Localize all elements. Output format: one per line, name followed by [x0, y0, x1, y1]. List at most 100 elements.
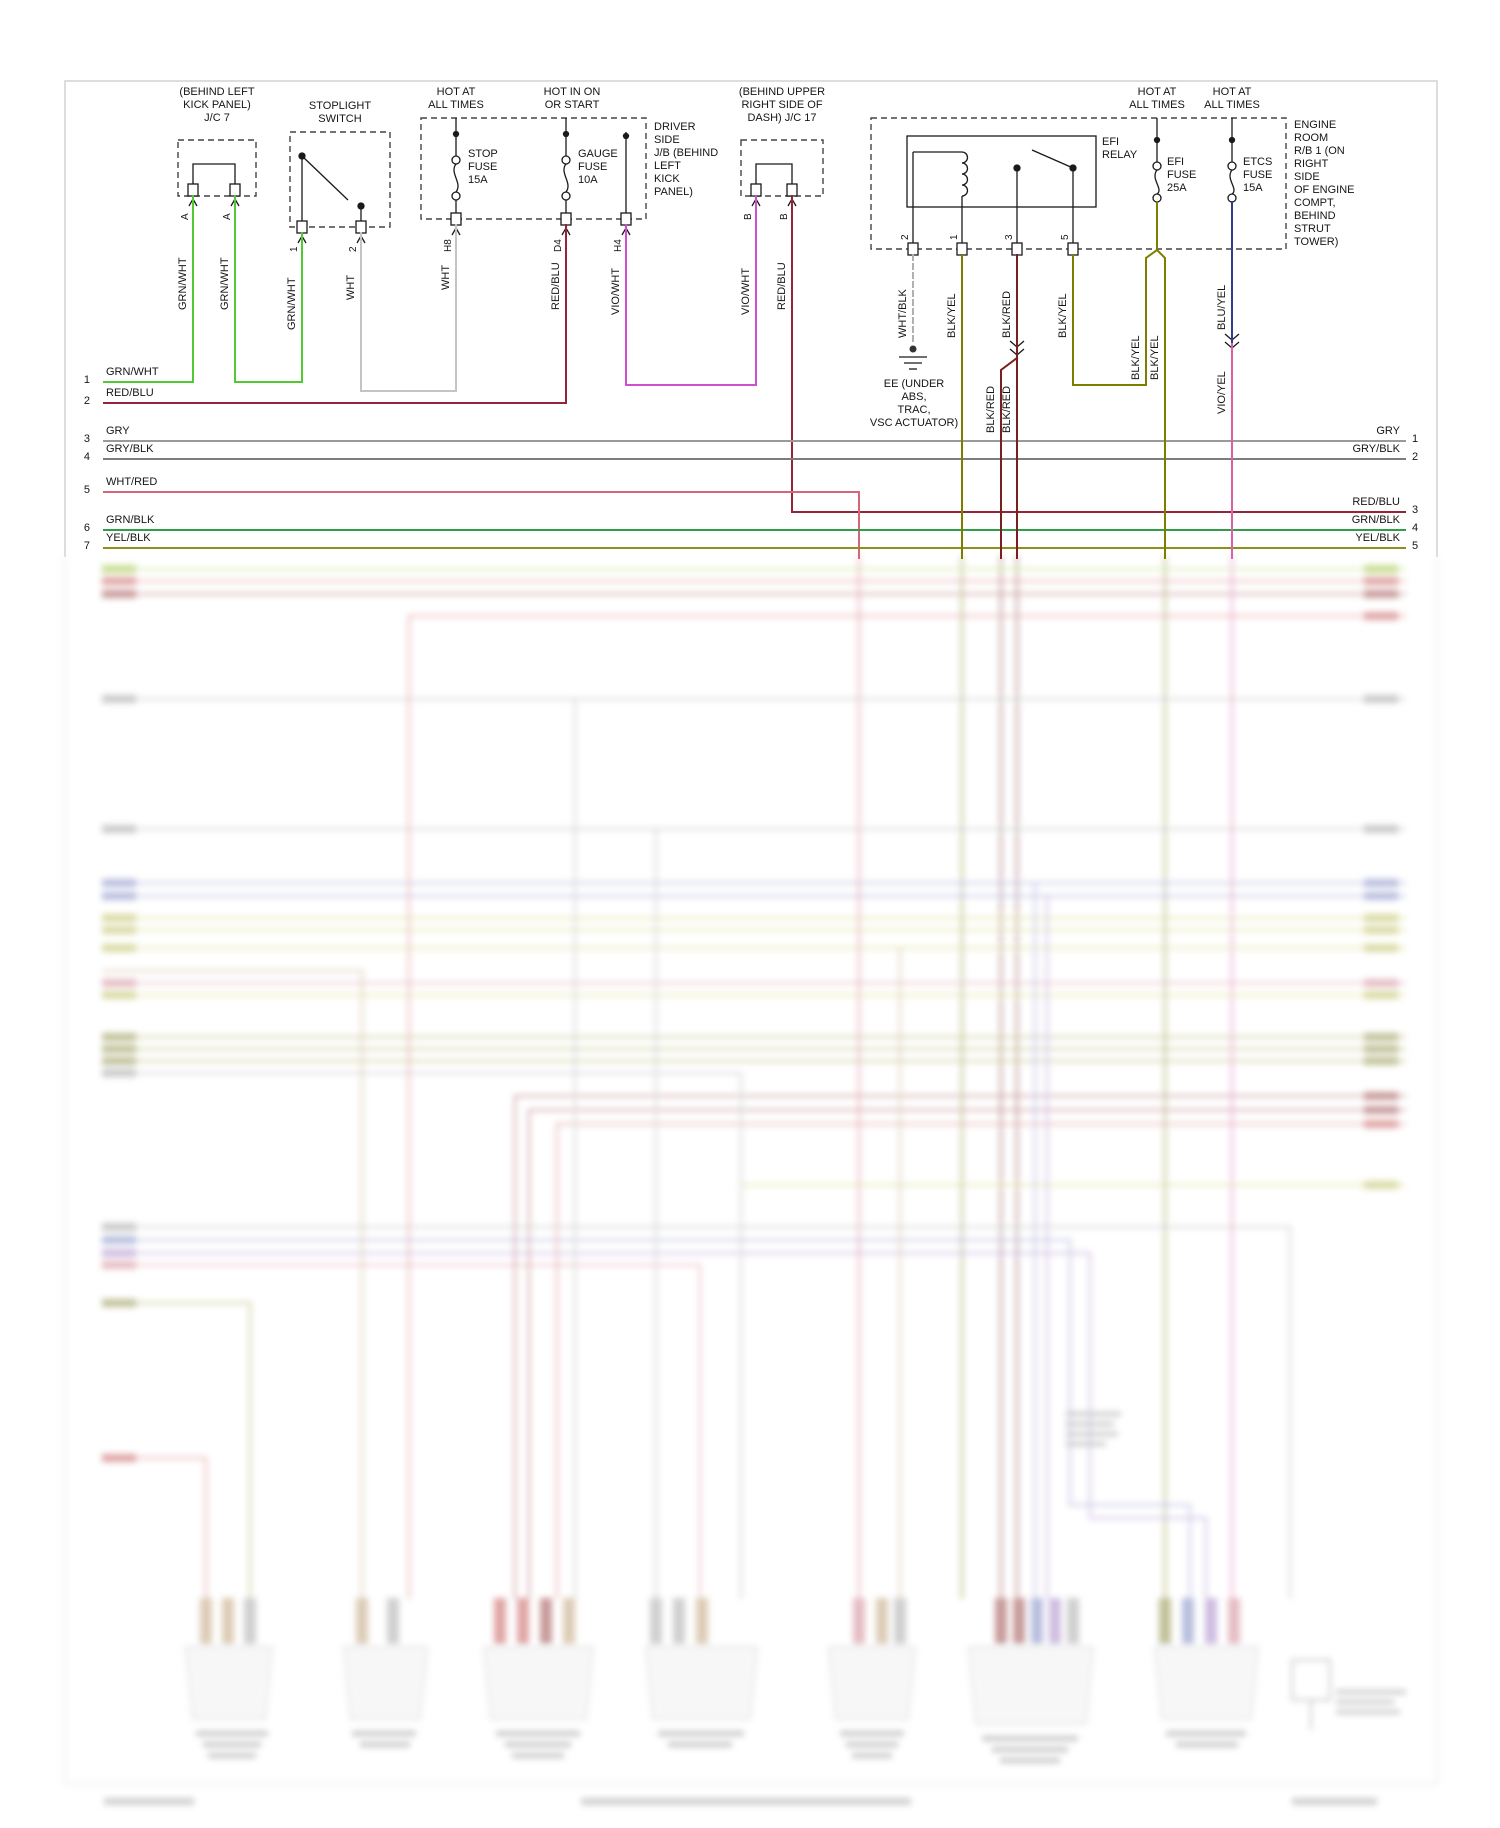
wire-whtred — [103, 491, 860, 559]
efi-relay-symbol — [907, 149, 1079, 256]
connector-4 — [645, 1598, 758, 1747]
stoplight-switch-box — [289, 131, 391, 228]
pin-switch-1: 1 — [289, 246, 300, 252]
etcs-fuse-symbol — [1227, 118, 1237, 203]
wire-num-left-3: 3 — [83, 433, 90, 445]
pin-jc17-b2: B — [779, 213, 790, 220]
connector-1 — [185, 1598, 273, 1758]
stoplight-switch-symbol — [296, 152, 367, 244]
wire-label-viowht-a: VIO/WHT — [610, 267, 622, 315]
connector-2 — [343, 1598, 428, 1747]
wire-label-redblu-a: RED/BLU — [550, 262, 562, 310]
wire-num-left-5: 5 — [83, 484, 90, 496]
jc17-connector — [750, 163, 798, 207]
connector-6 — [968, 1598, 1094, 1763]
connector-7 — [1154, 1598, 1259, 1747]
label-hot-at-all-times-3: HOT AT ALL TIMES — [1204, 86, 1260, 111]
wire-num-left-4: 4 — [83, 451, 90, 463]
wire-num-right-2: 2 — [1412, 451, 1419, 463]
pin-relay-5: 5 — [1060, 234, 1071, 240]
label-engine-room-rb: ENGINE ROOM R/B 1 (ON RIGHT SIDE OF ENGI… — [1294, 119, 1355, 248]
wire-label-wht-a: WHT — [345, 274, 357, 300]
wire-grnwht-2 — [234, 195, 303, 383]
wire-label-blkred-c: BLK/RED — [1001, 385, 1013, 433]
pin-jc17-b1: B — [743, 213, 754, 220]
page-border-top — [64, 80, 1438, 557]
label-driver-jb: DRIVER SIDE J/B (BEHIND LEFT KICK PANEL) — [654, 121, 719, 198]
wire-label-bluyel: BLU/YEL — [1216, 284, 1228, 330]
wire-label-left-5: WHT/RED — [106, 476, 158, 488]
wire-grnwht-1 — [103, 195, 194, 383]
wire-blkyel-efifuse — [1072, 201, 1158, 386]
connector-8 — [1291, 1659, 1406, 1730]
pin-h4: H4 — [613, 239, 624, 252]
jc7-box — [177, 139, 257, 197]
label-hot-in-on-or-start: HOT IN ON OR START — [543, 86, 601, 111]
wire-label-right-3: RED/BLU — [1352, 496, 1400, 508]
wire-redblu-right — [791, 195, 1406, 513]
wire-num-left-7: 7 — [83, 540, 90, 552]
wire-label-whtblk: WHT/BLK — [897, 289, 909, 338]
wire-label-blkyel-a: BLK/YEL — [946, 293, 958, 338]
wire-num-left-1: 1 — [83, 374, 90, 386]
wire-label-blkred-a: BLK/RED — [1001, 290, 1013, 338]
wire-label-grnwht-b: GRN/WHT — [219, 257, 231, 310]
wire-num-right-3: 3 — [1412, 504, 1419, 516]
label-jc7: (BEHIND LEFT KICK PANEL) J/C 7 — [179, 86, 255, 124]
engine-rb-box — [870, 117, 1287, 250]
label-hot-at-all-times-2: HOT AT ALL TIMES — [1129, 86, 1185, 111]
pin-relay-3: 3 — [1004, 234, 1015, 240]
wire-label-blkyel-d: BLK/YEL — [1149, 335, 1161, 380]
wire-viowht — [625, 195, 757, 386]
efi-fuse-symbol — [1152, 118, 1162, 203]
wire-num-right-5: 5 — [1412, 540, 1419, 552]
wire-num-left-6: 6 — [83, 522, 90, 534]
pin-relay-1: 1 — [949, 234, 960, 240]
pin-switch-2: 2 — [348, 246, 359, 252]
label-stoplight-switch: STOPLIGHT SWITCH — [308, 100, 372, 125]
blurred-note — [1066, 1412, 1121, 1446]
label-jc17: (BEHIND UPPER RIGHT SIDE OF DASH) J/C 17 — [738, 86, 826, 124]
wire-wht — [360, 224, 457, 392]
wire-label-wht-b: WHT — [440, 264, 452, 290]
pin-jc7-a1: A — [180, 213, 191, 220]
wire-blkyel-down — [1155, 248, 1166, 559]
jc17-box — [740, 139, 824, 197]
wire-label-right-1: GRY — [1376, 425, 1400, 437]
wire-label-blkyel-c: BLK/YEL — [1130, 335, 1142, 380]
wire-label-blkred-b: BLK/RED — [985, 385, 997, 433]
label-hot-at-all-times-1: HOT AT ALL TIMES — [428, 86, 484, 111]
wire-num-right-1: 1 — [1412, 433, 1419, 445]
label-stop-fuse: STOP FUSE 15A — [468, 148, 498, 186]
wire-label-vioyel: VIO/YEL — [1216, 371, 1228, 414]
stop-fuse-symbol — [450, 118, 462, 236]
wire-label-left-4: GRY/BLK — [106, 443, 154, 455]
jc7-connector — [187, 163, 241, 207]
label-efi-relay: EFI RELAY — [1102, 136, 1138, 161]
wire-label-grnwht-a: GRN/WHT — [177, 257, 189, 310]
wire-label-right-5: YEL/BLK — [1355, 532, 1400, 544]
wire-label-blkyel-b: BLK/YEL — [1057, 293, 1069, 338]
driver-jb-box — [420, 117, 647, 220]
wire-label-left-7: YEL/BLK — [106, 532, 151, 544]
wire-redblu-left — [103, 224, 567, 404]
pin-relay-2: 2 — [900, 234, 911, 240]
wire-label-grnwht-c: GRN/WHT — [286, 277, 298, 330]
wire-label-right-4: GRN/BLK — [1351, 514, 1400, 526]
blurred-margin-labels — [102, 565, 1398, 1462]
wire-label-viowht-b: VIO/WHT — [740, 267, 752, 315]
splice-marks — [1009, 333, 1240, 356]
wire-label-left-6: GRN/BLK — [106, 514, 155, 526]
connector-3 — [483, 1598, 594, 1758]
pin-d4: D4 — [553, 239, 564, 252]
pin-h8: H8 — [443, 239, 454, 252]
jb-h4-terminal — [620, 132, 632, 236]
label-etcs-fuse: ETCS FUSE 15A — [1243, 156, 1273, 194]
ground-symbol-ee — [899, 345, 927, 370]
label-efi-fuse: EFI FUSE 25A — [1167, 156, 1197, 194]
blurred-footer — [104, 1798, 1377, 1805]
wire-label-redblu-b: RED/BLU — [776, 262, 788, 310]
top-wires — [103, 195, 1406, 559]
blurred-lower-section — [64, 556, 1438, 1805]
